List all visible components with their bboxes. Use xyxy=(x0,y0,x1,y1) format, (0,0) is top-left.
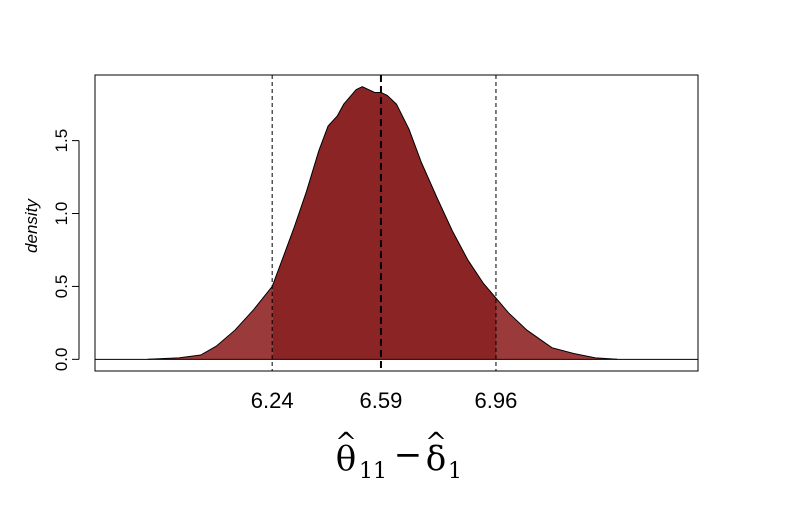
y-tick-label: 0.0 xyxy=(52,348,71,372)
y-tick-label: 0.5 xyxy=(52,275,71,299)
x-label-delta-hat: ^ xyxy=(425,428,447,458)
x-label-minus: − xyxy=(394,435,423,475)
x-tick-label: 6.24 xyxy=(251,388,294,413)
density-interval-region xyxy=(272,86,496,360)
density-right-tail xyxy=(496,298,618,360)
y-axis: 0.0 0.5 1.0 1.5 xyxy=(52,129,80,372)
x-label-theta-hat: ^ xyxy=(335,428,357,458)
plot-area-frame xyxy=(94,74,699,372)
x-axis: 6.24 6.59 6.96 xyxy=(251,388,518,413)
x-tick-label: 6.96 xyxy=(475,388,518,413)
x-label-theta: θ xyxy=(336,439,356,479)
density-fills xyxy=(147,86,618,360)
x-label-delta: δ xyxy=(426,439,446,479)
x-label-delta-subscript: 1 xyxy=(448,459,462,484)
reference-lines xyxy=(271,75,497,371)
density-left-tail xyxy=(147,286,273,360)
y-axis-label: density xyxy=(22,198,41,253)
density-outline xyxy=(147,86,618,360)
x-axis-label: ^ θ 11 − ^ δ 1 xyxy=(335,428,462,484)
x-tick-label: 6.59 xyxy=(360,388,403,413)
y-tick-label: 1.5 xyxy=(52,129,71,153)
x-label-theta-subscript: 11 xyxy=(359,459,387,484)
y-tick-label: 1.0 xyxy=(52,202,71,226)
